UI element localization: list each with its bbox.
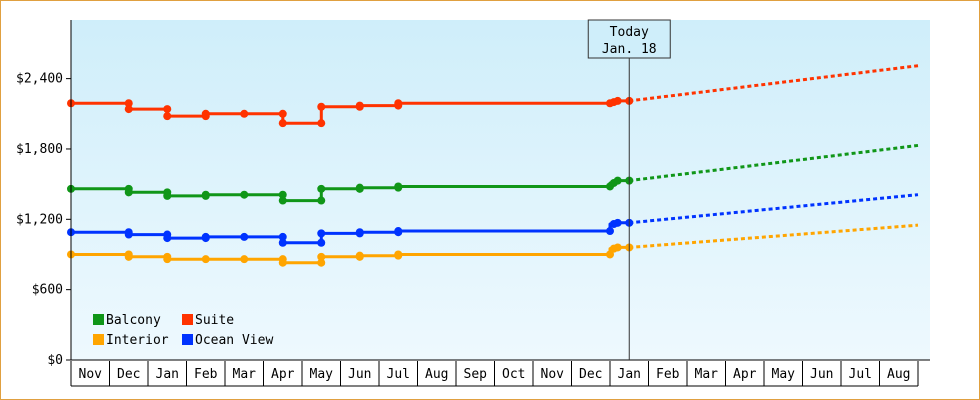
data-point bbox=[278, 232, 287, 241]
series-interior bbox=[67, 223, 919, 267]
data-point bbox=[124, 230, 133, 239]
data-point bbox=[163, 112, 172, 121]
y-tick-label: $600 bbox=[32, 283, 63, 298]
data-point bbox=[606, 227, 614, 236]
data-point bbox=[317, 196, 326, 205]
x-tick-label: Mar bbox=[233, 367, 257, 382]
data-point bbox=[355, 101, 364, 110]
data-point bbox=[317, 102, 326, 111]
x-tick-label: Aug bbox=[887, 367, 910, 382]
data-point bbox=[317, 252, 326, 261]
data-point bbox=[355, 251, 364, 260]
data-point bbox=[317, 184, 326, 193]
series-suite bbox=[67, 64, 919, 128]
legend-swatch bbox=[182, 334, 193, 345]
x-tick-label: Jul bbox=[849, 367, 872, 382]
legend-label-suite: Suite bbox=[195, 313, 234, 328]
data-point bbox=[317, 258, 326, 267]
y-tick-label: $0 bbox=[47, 353, 63, 368]
data-point bbox=[278, 119, 287, 128]
legend-swatch bbox=[93, 314, 104, 325]
data-point bbox=[394, 182, 403, 191]
data-point bbox=[163, 191, 172, 200]
data-point bbox=[124, 188, 133, 197]
x-tick-label: Jun bbox=[348, 367, 371, 382]
legend-swatch bbox=[93, 334, 104, 345]
data-point bbox=[606, 250, 614, 259]
today-label: Today bbox=[610, 25, 649, 40]
x-tick-label: Nov bbox=[541, 367, 565, 382]
data-point bbox=[278, 258, 287, 267]
data-point bbox=[317, 119, 326, 128]
data-point bbox=[201, 255, 210, 264]
x-tick-label: Jun bbox=[810, 367, 833, 382]
data-point bbox=[278, 109, 287, 118]
x-tick-label: Jan bbox=[156, 367, 179, 382]
data-point bbox=[613, 176, 622, 185]
data-point bbox=[355, 183, 364, 192]
x-tick-label: Jan bbox=[618, 367, 641, 382]
y-tick-label: $1,200 bbox=[16, 212, 63, 227]
today-date: Jan. 18 bbox=[602, 42, 657, 57]
data-point bbox=[317, 229, 326, 238]
x-tick-label: May bbox=[310, 367, 334, 382]
x-tick-label: Feb bbox=[194, 367, 218, 382]
x-tick-label: Mar bbox=[695, 367, 719, 382]
x-tick-label: Oct bbox=[502, 367, 525, 382]
x-tick-label: Apr bbox=[271, 367, 295, 382]
legend-label-interior: Interior bbox=[106, 333, 169, 348]
data-point bbox=[317, 238, 326, 247]
x-tick-label: Feb bbox=[656, 367, 680, 382]
forecast-line bbox=[629, 193, 919, 225]
data-point bbox=[613, 243, 622, 252]
data-point bbox=[201, 232, 210, 241]
data-point bbox=[124, 99, 133, 108]
data-point bbox=[278, 238, 287, 247]
x-tick-label: Dec bbox=[117, 367, 140, 382]
series-balcony bbox=[67, 143, 919, 205]
data-point bbox=[201, 190, 210, 199]
data-point bbox=[355, 228, 364, 237]
x-tick-label: Jul bbox=[387, 367, 410, 382]
data-point bbox=[278, 190, 287, 199]
x-tick-label: Apr bbox=[733, 367, 757, 382]
data-point bbox=[124, 105, 133, 114]
today-box bbox=[587, 19, 671, 59]
data-point bbox=[240, 255, 249, 264]
data-point bbox=[240, 232, 249, 241]
x-tick-label: Dec bbox=[579, 367, 602, 382]
data-point bbox=[163, 255, 172, 264]
x-tick-label: May bbox=[772, 367, 796, 382]
data-point bbox=[163, 234, 172, 243]
forecast-line bbox=[629, 223, 919, 249]
legend-label-balcony: Balcony bbox=[106, 313, 161, 328]
data-point bbox=[124, 252, 133, 261]
data-point bbox=[394, 250, 403, 259]
data-point bbox=[201, 109, 210, 118]
data-point bbox=[613, 96, 622, 105]
legend-label-ocean-view: Ocean View bbox=[195, 333, 273, 348]
x-tick-label: Sep bbox=[464, 367, 488, 382]
data-point bbox=[240, 190, 249, 199]
plot-background bbox=[71, 20, 930, 360]
data-point bbox=[394, 227, 403, 236]
data-point bbox=[613, 218, 622, 227]
data-point bbox=[278, 196, 287, 205]
data-point bbox=[240, 109, 249, 118]
legend-swatch bbox=[182, 314, 193, 325]
x-tick-label: Nov bbox=[79, 367, 103, 382]
y-tick-label: $1,800 bbox=[16, 142, 63, 157]
data-point bbox=[394, 99, 403, 108]
y-tick-label: $2,400 bbox=[16, 72, 63, 87]
data-point bbox=[163, 105, 172, 114]
x-tick-label: Aug bbox=[425, 367, 448, 382]
